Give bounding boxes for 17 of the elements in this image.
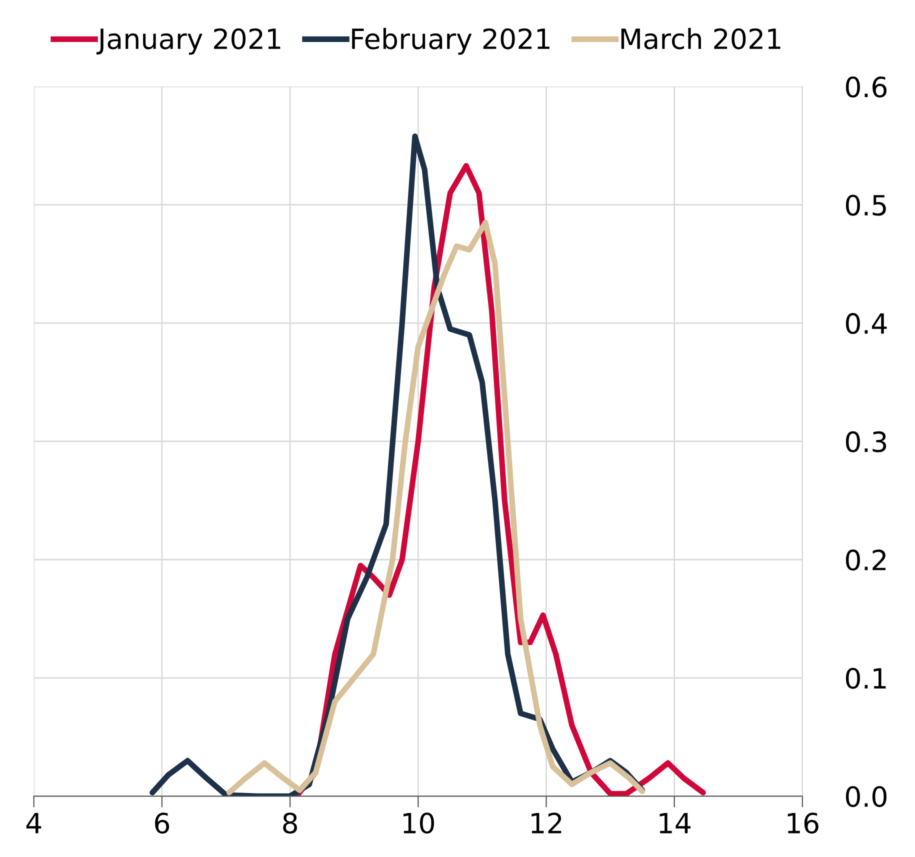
x-tick-label: 12	[532, 812, 562, 834]
y-tick-label: 0.4	[846, 313, 887, 334]
x-tick-label: 4	[26, 812, 42, 834]
x-tick-label: 6	[155, 812, 170, 834]
x-tick-label: 8	[283, 812, 297, 834]
y-tick-label: 0.5	[846, 194, 886, 216]
x-tick-label: 16	[788, 812, 818, 834]
y-tick-label: 0.0	[846, 786, 886, 808]
y-tick-label: 0.1	[846, 668, 886, 689]
x-tick-label: 10	[404, 812, 434, 834]
y-tick-label: 0.2	[846, 550, 886, 571]
y-tick-label: 0.3	[846, 431, 886, 452]
y-tick-label: 0.6	[846, 76, 887, 98]
legend-label: February 2021	[352, 28, 550, 55]
legend-label: March 2021	[621, 28, 780, 50]
legend-label: January 2021	[96, 28, 280, 55]
x-tick-label: 14	[660, 812, 690, 834]
